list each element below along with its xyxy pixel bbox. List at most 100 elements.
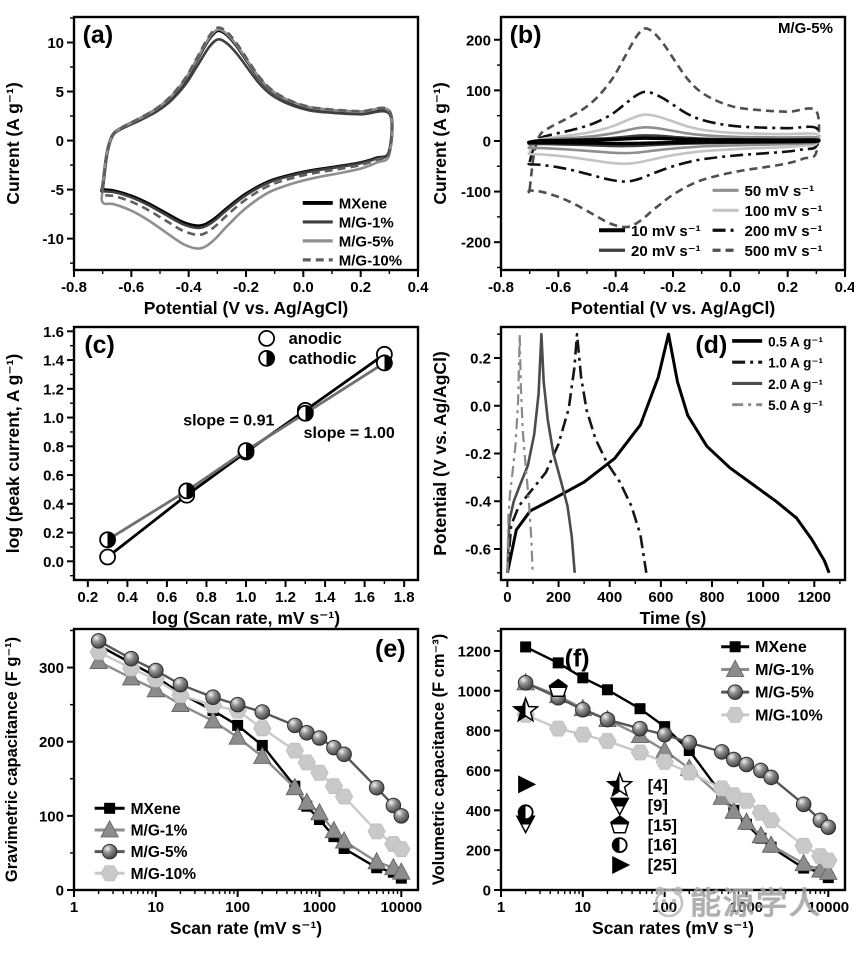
x-tick-label: 100 <box>652 899 677 916</box>
y-tick-label: -0.4 <box>465 494 492 511</box>
y-tick-label: -100 <box>461 184 491 201</box>
x-tick-label: 0.4 <box>408 279 430 296</box>
y-tick-label: 100 <box>466 83 491 100</box>
y-tick-label: 200 <box>39 734 64 751</box>
x-axis-label: Potential (V vs. Ag/AgCl) <box>144 298 349 318</box>
y-tick-label: 0.0 <box>470 398 491 415</box>
series <box>505 332 831 574</box>
x-tick-label: 1200 <box>798 589 831 606</box>
y-tick-label: 5 <box>56 84 64 101</box>
axes: -0.8 -0.6 -0.4 -0.2 0.0 0.2 0.4 -200 -100 0 100 200… <box>430 15 854 318</box>
gcd-curve-0.5 A g⁻¹ <box>505 332 831 574</box>
legend-label: M/G-5% <box>755 685 814 702</box>
y-tick-label: 300 <box>39 660 64 677</box>
legend-0: 10 mV s⁻¹ 20 mV s⁻¹ <box>599 223 701 260</box>
panel-letter: (c) <box>84 331 115 359</box>
legend-label: 50 mV s⁻¹ <box>745 183 815 200</box>
legend-label: 100 mV s⁻¹ <box>745 203 823 220</box>
y-tick-label: 200 <box>466 843 491 860</box>
panel-letter: (f) <box>565 644 590 672</box>
y-axis-label: log (peak current, A g⁻¹) <box>3 354 23 553</box>
x-tick-label: 10000 <box>807 899 849 916</box>
x-tick-label: 1 <box>70 899 78 916</box>
x-tick-label: 400 <box>597 589 622 606</box>
panel-letter: (d) <box>695 331 727 359</box>
y-tick-label: 200 <box>466 32 491 49</box>
legend-1: [4] [9] [15] [16][25] <box>605 771 677 874</box>
series <box>89 633 411 884</box>
legend-label: M/G-10% <box>339 252 402 269</box>
legend-label: [15] <box>648 817 677 835</box>
panel-f-volumetric-capacitance: 1 10 100 1000 10000 0 200 400 600 800 1000 1200 Scan… <box>427 620 854 960</box>
x-tick-label: 10000 <box>380 899 422 916</box>
panel-a-chart: -0.8 -0.6 -0.4 -0.2 0.0 0.2 0.4 -10 -5 0 5 10 Potent… <box>3 15 430 318</box>
x-tick-label: 1.4 <box>315 589 337 606</box>
annotation: M/G-5% <box>778 20 833 37</box>
legend-label: 1.0 A g⁻¹ <box>768 356 823 371</box>
x-tick-label: 1000 <box>730 899 763 916</box>
x-tick-label: 100 <box>225 899 250 916</box>
y-tick-label: -0.6 <box>465 541 491 558</box>
x-tick-label: 1 <box>497 899 505 916</box>
legend-label: M/G-5% <box>339 233 394 250</box>
y-tick-label: 0.6 <box>43 468 64 485</box>
y-axis-label: Potential (V vs. Ag/AgCl) <box>430 351 450 556</box>
reference-point-[4] <box>511 696 540 723</box>
y-tick-label: 1.0 <box>43 410 64 427</box>
annotation: slope = 1.00 <box>304 425 395 442</box>
y-tick-label: 0.4 <box>43 496 65 513</box>
legend-label: MXene <box>339 195 387 212</box>
legend-label: 20 mV s⁻¹ <box>631 243 701 260</box>
x-tick-label: 0.6 <box>156 589 177 606</box>
series <box>99 345 393 566</box>
markers-M/G-5% <box>90 633 410 824</box>
legend-label: 10 mV s⁻¹ <box>631 223 701 240</box>
legend-label: [25] <box>648 856 677 874</box>
y-tick-label: 1.6 <box>43 324 64 341</box>
annotation: slope = 0.91 <box>183 412 274 429</box>
y-tick-label: 1000 <box>458 683 491 700</box>
y-tick-label: 1.2 <box>43 381 64 398</box>
axes: 1 10 100 1000 10000 0 200 400 600 800 1000 1200 Scan… <box>430 627 849 938</box>
x-tick-label: -0.8 <box>61 279 87 296</box>
panel-c-log-peak-current: 0.2 0.4 0.6 0.8 1.0 1.2 1.4 1.6 1.8 0.0 0.2 0.4 0.6 0… <box>0 310 427 628</box>
cv-curve-200 mV s⁻¹ <box>527 90 821 183</box>
y-tick-label: 1200 <box>458 643 491 660</box>
legend-0: anodic cathodic <box>258 330 357 368</box>
x-tick-label: 0.0 <box>293 279 314 296</box>
panel-e-chart: 1 10 100 1000 10000 0 100 200 300 Scan rate (mV s… <box>3 627 422 938</box>
y-tick-label: 10 <box>47 35 64 52</box>
reference-point-[16] <box>517 804 534 821</box>
panel-a-cv-composites: -0.8 -0.6 -0.4 -0.2 0.0 0.2 0.4 -10 -5 0 5 10 Potent… <box>0 0 430 318</box>
series <box>100 26 394 250</box>
x-tick-label: 0.0 <box>720 279 741 296</box>
legend-label: [4] <box>648 777 668 795</box>
x-axis-label: Potential (V vs. Ag/AgCl) <box>571 298 776 318</box>
y-tick-label: -10 <box>42 231 64 248</box>
x-tick-label: 1000 <box>303 899 336 916</box>
x-tick-label: 1.2 <box>275 589 296 606</box>
y-tick-label: 0 <box>483 883 491 900</box>
legend-0: 0.5 A g⁻¹ 1.0 A g⁻¹ 2.0 A g⁻¹ 5.0 A g⁻¹ <box>732 334 824 413</box>
x-axis-label: log (Scan rate, mV s⁻¹) <box>152 608 340 628</box>
legend-label: cathodic <box>289 350 357 368</box>
gcd-curve-1.0 A g⁻¹ <box>506 332 648 573</box>
legend-label: MXene <box>131 801 181 818</box>
x-axis-label: Scan rates (mV s⁻¹) <box>592 918 754 938</box>
y-tick-label: -200 <box>461 235 491 252</box>
legend-0: MXene M/G-1% M/G-5% M/G-10% <box>721 639 823 724</box>
y-axis-label: Gravimetric capacitance (F g⁻¹) <box>3 637 21 882</box>
markers-M/G-10% <box>89 644 411 858</box>
legend-label: M/G-10% <box>131 866 197 883</box>
panel-annotations: (d) <box>695 331 727 359</box>
y-tick-label: -0.2 <box>465 446 491 463</box>
x-tick-label: 1.6 <box>354 589 375 606</box>
x-tick-label: 800 <box>699 589 724 606</box>
panel-annotations: (a) <box>83 21 114 49</box>
x-tick-label: 0 <box>503 589 511 606</box>
x-tick-label: 200 <box>546 589 571 606</box>
panel-d-chart: 0 200 400 600 800 1000 1200 0.2 0.0 -0.2 -0.4 -0.6 T… <box>430 325 847 628</box>
cv-curve-10 mV s⁻¹ <box>526 136 821 146</box>
x-tick-label: -0.4 <box>603 279 630 296</box>
x-tick-label: 0.4 <box>835 279 854 296</box>
